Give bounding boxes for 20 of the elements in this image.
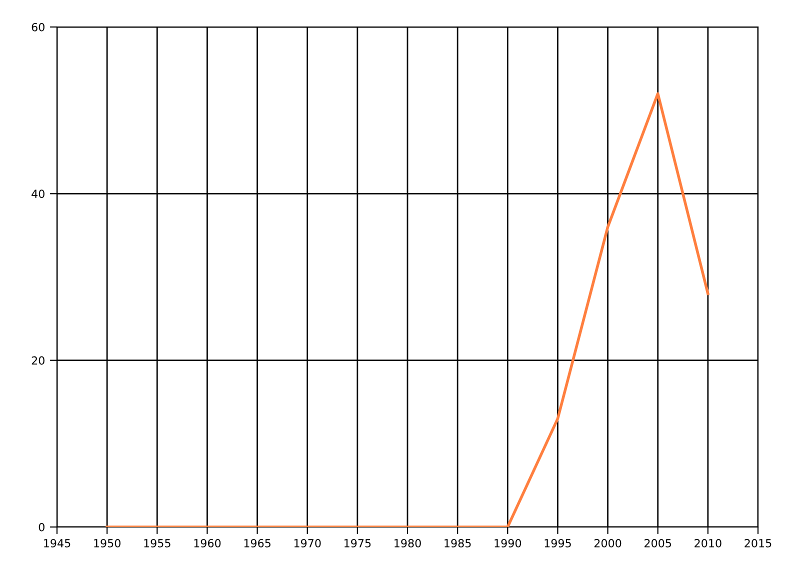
x-tick-label: 1985 bbox=[444, 539, 471, 548]
x-tick-label: 1970 bbox=[294, 539, 321, 548]
y-tick-label: 60 bbox=[32, 22, 44, 32]
x-tick-label: 1945 bbox=[44, 539, 70, 548]
x-tick-label: 1960 bbox=[194, 539, 221, 548]
line-series bbox=[106, 92, 710, 527]
x-tick-label: 2010 bbox=[694, 539, 722, 548]
x-tick-label: 2015 bbox=[744, 539, 772, 548]
x-tick-label: 1995 bbox=[544, 539, 571, 548]
x-tick-label: 2005 bbox=[644, 539, 672, 548]
y-tick-label: 0 bbox=[38, 522, 44, 532]
x-tick-label: 1975 bbox=[344, 539, 371, 548]
x-tick-label: 1965 bbox=[244, 539, 270, 548]
y-tick-label: 40 bbox=[32, 190, 44, 198]
x-tick-label: 1955 bbox=[144, 539, 170, 548]
x-tick-label: 1950 bbox=[94, 539, 120, 548]
x-tick-label: 1990 bbox=[494, 539, 522, 548]
x-tick-label: 2000 bbox=[594, 539, 622, 548]
y-tick-label: 20 bbox=[32, 356, 44, 365]
x-tick-label: 1980 bbox=[394, 539, 421, 548]
